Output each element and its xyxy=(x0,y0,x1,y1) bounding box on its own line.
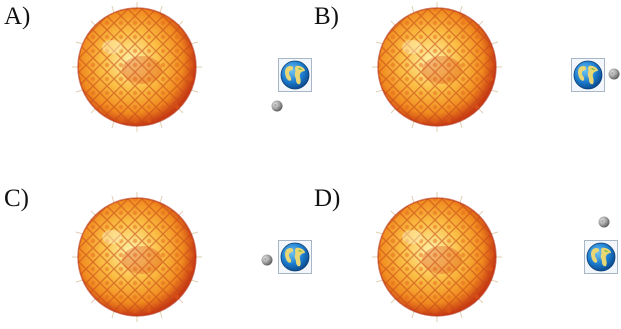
earth-icon xyxy=(584,240,618,274)
moon-icon xyxy=(261,254,273,266)
option-a-label[interactable]: A) xyxy=(4,3,31,30)
earth-icon xyxy=(278,58,312,92)
moon-icon xyxy=(598,216,610,228)
sun-icon xyxy=(72,192,202,322)
sun-icon xyxy=(72,2,202,132)
moon-icon xyxy=(271,100,283,112)
sun-icon xyxy=(372,192,502,322)
earth-icon xyxy=(278,240,312,274)
earth-icon xyxy=(571,58,605,92)
option-d-label[interactable]: D) xyxy=(314,185,341,212)
option-b-label[interactable]: B) xyxy=(314,3,339,30)
option-c-label[interactable]: C) xyxy=(4,185,29,212)
moon-icon xyxy=(608,68,620,80)
sun-icon xyxy=(372,2,502,132)
